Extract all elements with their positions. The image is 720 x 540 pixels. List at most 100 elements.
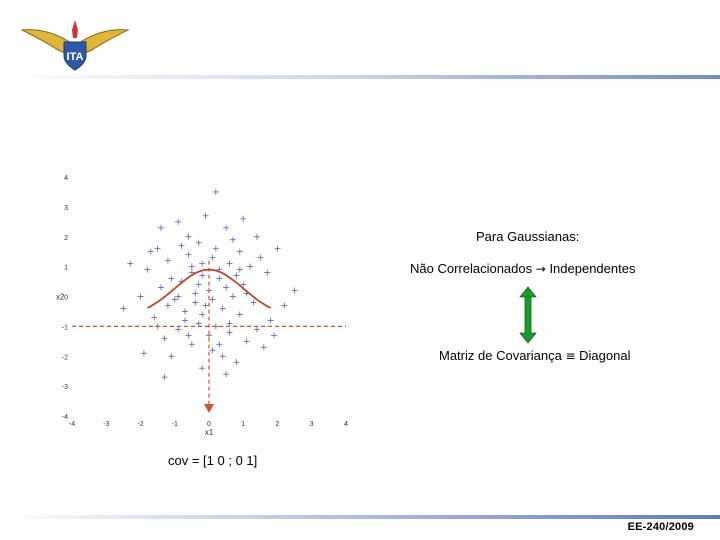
- scatter-point: [243, 338, 250, 345]
- scatter-point: [147, 248, 154, 255]
- scatter-point: [158, 284, 165, 291]
- scatter-point: [195, 320, 202, 327]
- scatter-point: [240, 215, 247, 222]
- scatter-point: [219, 305, 226, 312]
- y-tick-label: 3: [64, 205, 68, 212]
- x-tick-label: -2: [137, 421, 143, 428]
- note-diagonal: Diagonal: [579, 348, 631, 363]
- scatter-point: [199, 365, 206, 372]
- y-tick-label: -1: [62, 324, 68, 331]
- scatter-point: [192, 299, 199, 306]
- scatter-point: [264, 269, 271, 276]
- svg-text:ITA: ITA: [67, 51, 84, 63]
- x-tick-label: 4: [344, 421, 348, 428]
- x-tick-label: 3: [310, 421, 314, 428]
- scatter-point: [185, 233, 192, 240]
- header-divider-bar: [0, 75, 720, 79]
- scatter-point: [161, 335, 168, 342]
- scatter-point: [137, 293, 144, 300]
- down-arrow-icon: [204, 404, 214, 413]
- scatter-point: [171, 296, 178, 303]
- scatter-point: [175, 218, 182, 225]
- scatter-point: [144, 266, 151, 273]
- footer-divider-bar: [0, 515, 720, 519]
- scatter-point: [140, 350, 147, 357]
- scatter-point: [281, 302, 288, 309]
- scatter-point: [195, 239, 202, 246]
- scatter-point: [212, 245, 219, 252]
- scatter-point: [229, 236, 236, 243]
- equiv-symbol: ≡: [565, 349, 576, 363]
- scatter-point: [178, 242, 185, 249]
- scatter-point: [182, 317, 189, 324]
- scatter-point: [151, 314, 158, 321]
- scatter-point: [291, 287, 298, 294]
- scatter-point: [199, 260, 206, 267]
- scatter-point: [223, 224, 230, 231]
- note-covariance-diagonal: Matriz de Covariança ≡ Diagonal: [439, 348, 630, 363]
- ita-logo-icon: ITA: [20, 20, 130, 71]
- scatter-point: [202, 302, 209, 309]
- scatter-point: [233, 359, 240, 366]
- x-tick-label: -3: [103, 421, 109, 428]
- scatter-point: [127, 260, 134, 267]
- scatter-point: [209, 296, 216, 303]
- scatter-point: [188, 263, 195, 270]
- y-axis-label: x2: [56, 293, 65, 302]
- scatter-point: [260, 344, 267, 351]
- scatter-point: [202, 212, 209, 219]
- gaussian-curve: [146, 268, 272, 309]
- scatter-point: [209, 254, 216, 261]
- scatter-point: [199, 311, 206, 318]
- scatter-points: [120, 188, 298, 381]
- x-axis-label: x1: [205, 428, 214, 437]
- scatter-point: [223, 284, 230, 291]
- scatter-point: [120, 305, 127, 312]
- scatter-point: [233, 272, 240, 279]
- footer-course-label: EE-240/2009: [627, 521, 694, 533]
- scatter-point: [250, 299, 257, 306]
- covariance-label: cov = [1 0 ; 0 1]: [168, 453, 258, 468]
- y-tick-label: 2: [64, 235, 68, 242]
- scatter-point: [236, 266, 243, 273]
- scatter-point: [253, 326, 260, 333]
- scatter-point: [182, 308, 189, 315]
- x-tick-labels: -4 -3 -2 -1 0 1 2 3 4: [69, 421, 348, 428]
- scatter-point: [175, 326, 182, 333]
- scatter-point: [226, 320, 233, 327]
- scatter-point: [274, 245, 281, 252]
- guide-lines: [72, 260, 346, 413]
- scatter-point: [175, 293, 182, 300]
- scatter-point: [168, 275, 175, 282]
- scatter-point: [164, 257, 171, 264]
- scatter-point: [161, 374, 168, 381]
- scatter-point: [199, 272, 206, 279]
- scatter-point: [158, 224, 165, 231]
- note-independent: Independentes: [549, 261, 636, 276]
- scatter-point: [219, 353, 226, 360]
- scatter-point: [216, 341, 223, 348]
- note-uncorrelated-independent: Não Correlacionados → Independentes: [410, 261, 635, 276]
- scatter-point: [168, 353, 175, 360]
- y-tick-label: 4: [64, 175, 68, 182]
- scatter-point: [185, 251, 192, 258]
- x-tick-label: -4: [69, 421, 75, 428]
- y-tick-label: -3: [62, 384, 68, 391]
- scatter-point: [223, 371, 230, 378]
- scatter-point: [253, 233, 260, 240]
- scatter-point: [195, 281, 202, 288]
- x-tick-label: 2: [276, 421, 280, 428]
- scatter-point: [212, 188, 219, 195]
- y-tick-label: -2: [62, 354, 68, 361]
- scatter-point: [240, 281, 247, 288]
- scatter-point: [247, 263, 254, 270]
- scatter-point: [188, 341, 195, 348]
- scatter-point: [226, 329, 233, 336]
- scatter-point: [267, 317, 274, 324]
- scatter-point: [216, 275, 223, 282]
- scatter-point: [236, 248, 243, 255]
- scatter-point: [209, 347, 216, 354]
- scatter-chart: 4 3 2 1 0 -1 -2 -3 -4 -4 -3 -2 -1 0 1 2 3 4 x1 x2: [56, 175, 348, 437]
- y-tick-label: 0: [64, 295, 68, 302]
- scatter-point: [185, 332, 192, 339]
